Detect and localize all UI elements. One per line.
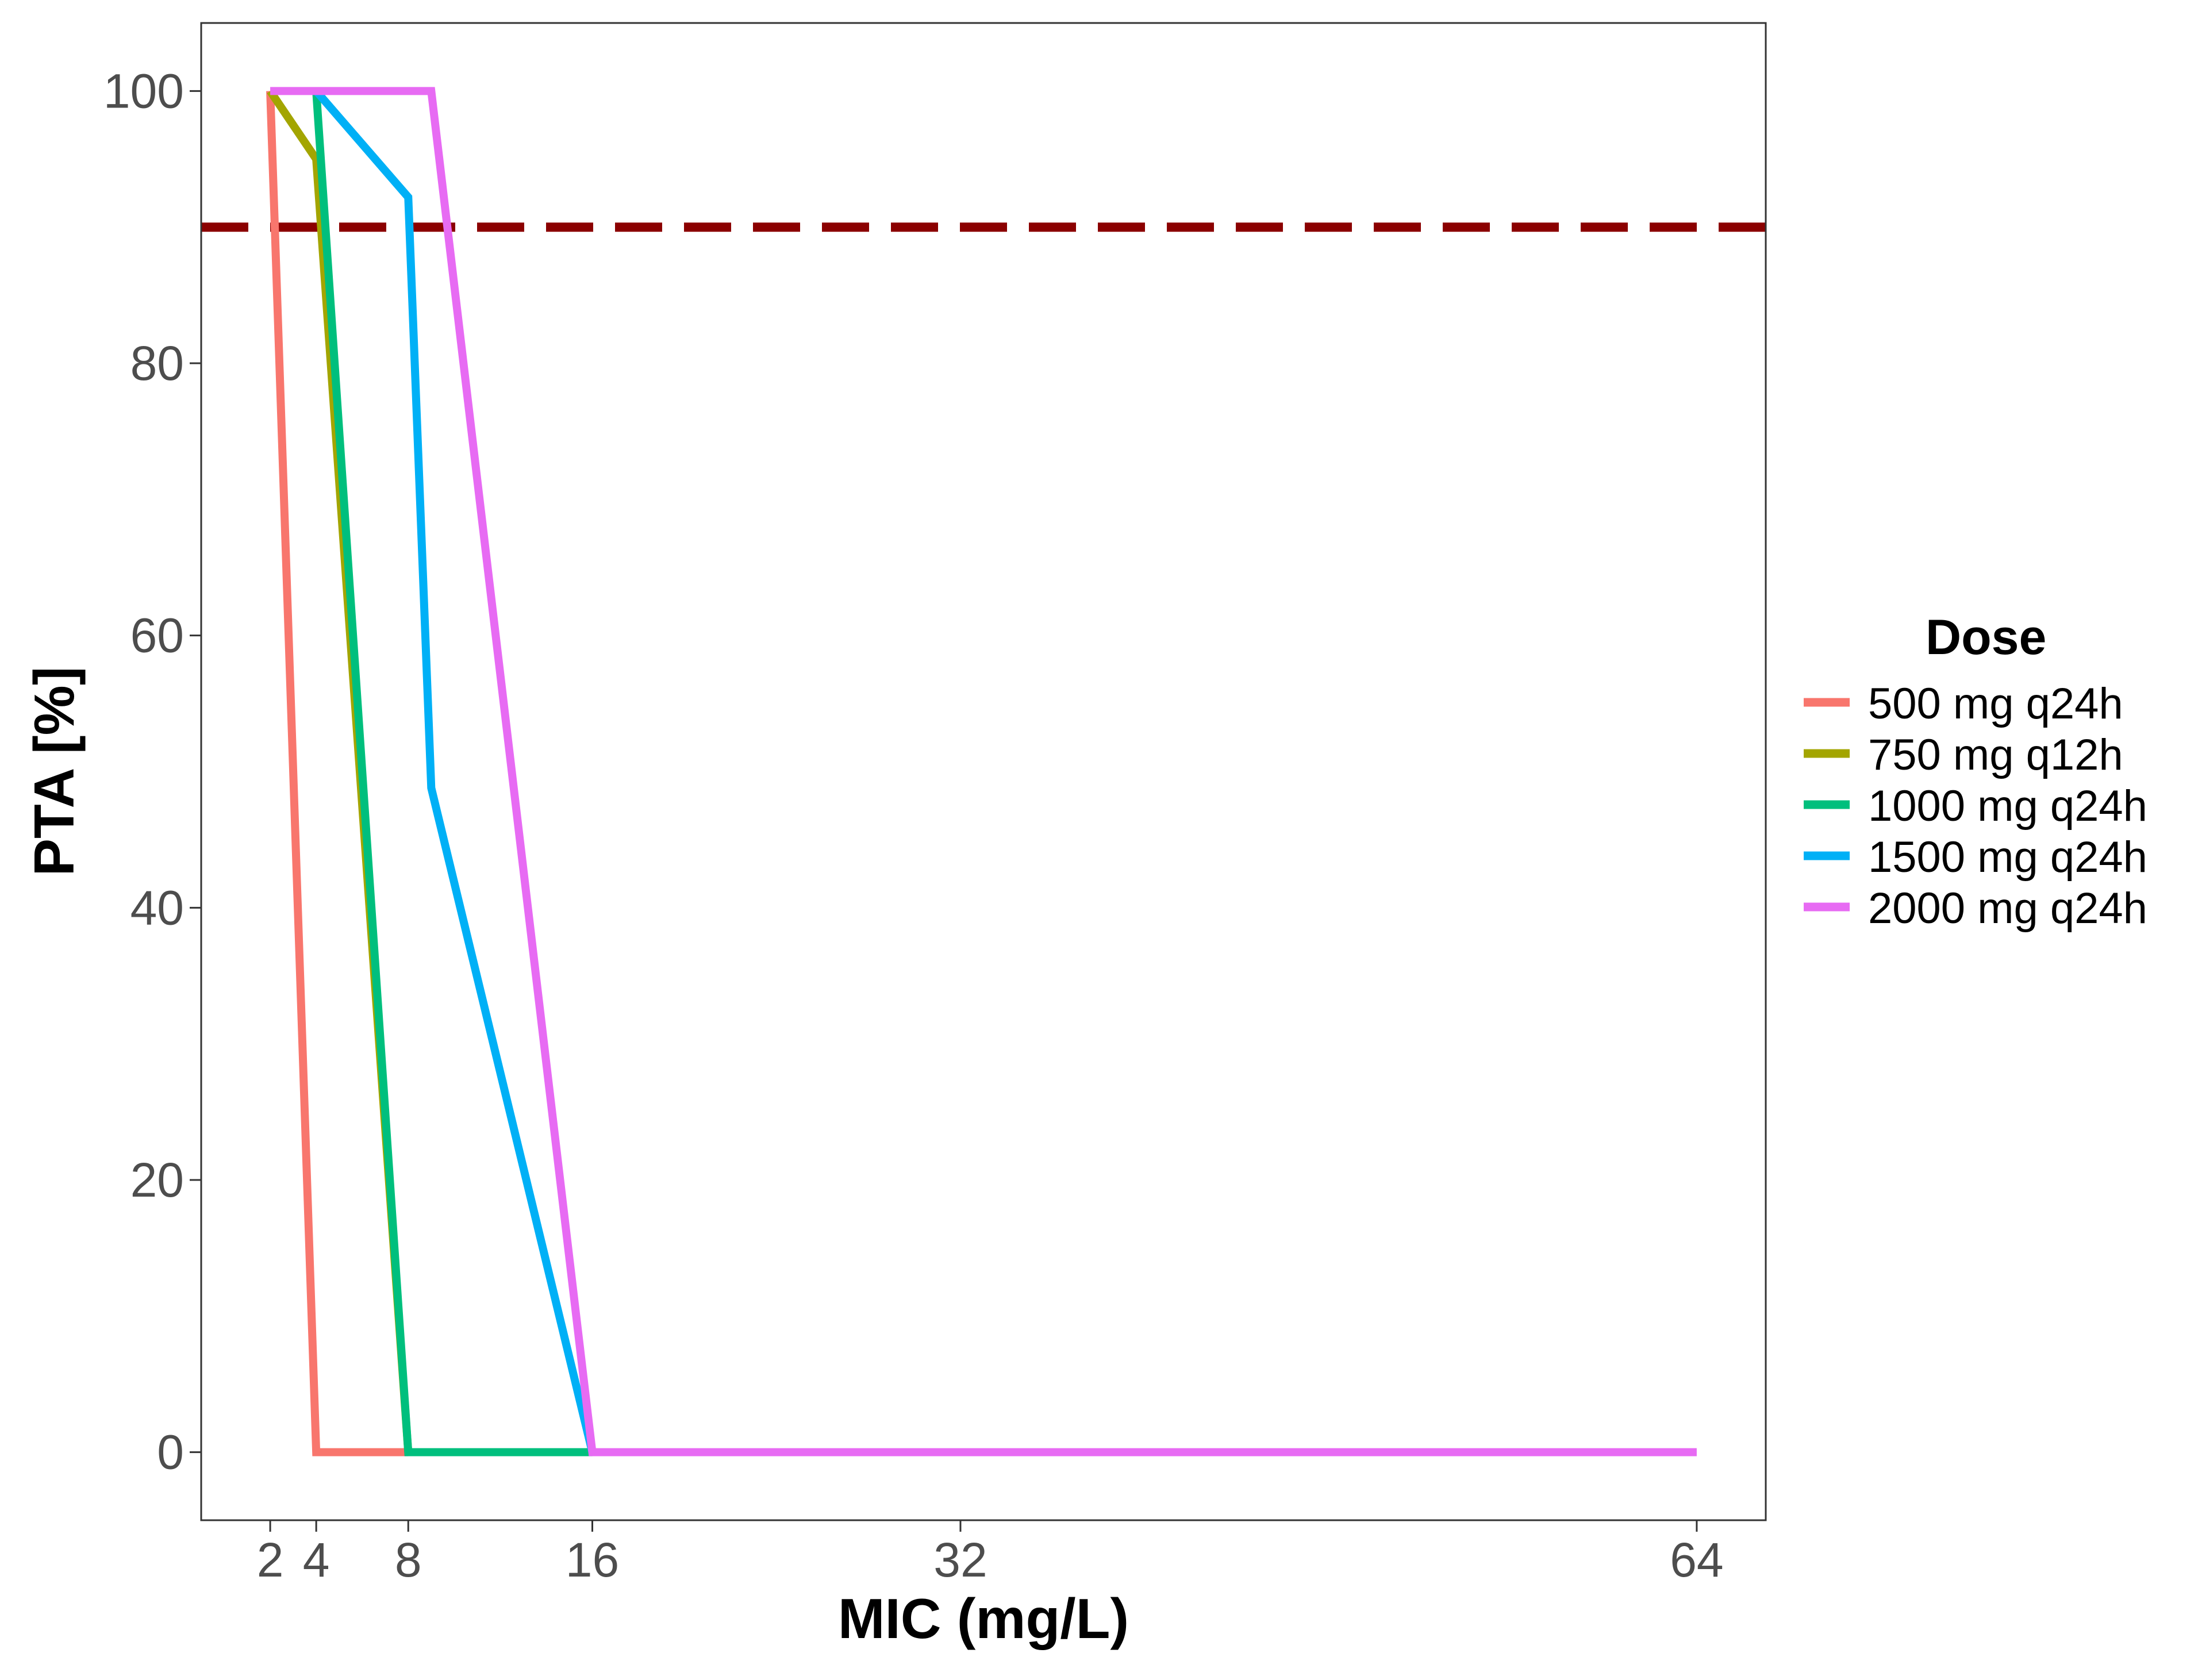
x-axis-title: MIC (mg/L) [838, 1587, 1129, 1650]
legend-item-1: 750 mg q12h [1804, 731, 2123, 779]
legend-label-4: 2000 mg q24h [1868, 884, 2147, 933]
series-line-2 [312, 90, 593, 1456]
series-layer [266, 87, 1697, 1456]
y-tick-label-4: 80 [130, 336, 184, 390]
x-tick-label-1: 4 [303, 1533, 330, 1587]
x-tick-label-4: 32 [933, 1533, 987, 1587]
y-tick-label-0: 0 [157, 1425, 184, 1479]
legend-label-3: 1500 mg q24h [1868, 833, 2147, 882]
legend-title: Dose [1926, 610, 2046, 665]
y-tick-label-3: 60 [130, 609, 184, 663]
legend-label-0: 500 mg q24h [1868, 679, 2123, 728]
legend-item-0: 500 mg q24h [1804, 679, 2123, 728]
legend-item-2: 1000 mg q24h [1804, 782, 2147, 831]
y-tick-label-5: 100 [103, 64, 184, 118]
series-line-0 [266, 91, 409, 1456]
series-line-3 [313, 88, 597, 1454]
y-axis-title: PTA [%] [22, 667, 86, 876]
x-tick-label-5: 64 [1670, 1533, 1723, 1587]
legend-label-1: 750 mg q12h [1868, 731, 2123, 779]
x-tick-label-0: 2 [257, 1533, 284, 1587]
x-tick-label-3: 16 [566, 1533, 619, 1587]
legend-item-4: 2000 mg q24h [1804, 884, 2147, 933]
x-tick-label-2: 8 [395, 1533, 422, 1587]
axis-layer: 0 20 40 60 80 100 2 4 8 16 32 64 [103, 64, 1724, 1587]
y-tick-label-2: 40 [130, 881, 184, 935]
plot-panel-border [200, 22, 1767, 1521]
series-line-4 [270, 87, 1697, 1456]
y-tick-label-1: 20 [130, 1153, 184, 1207]
legend-item-3: 1500 mg q24h [1804, 833, 2147, 882]
legend-label-2: 1000 mg q24h [1868, 782, 2147, 831]
